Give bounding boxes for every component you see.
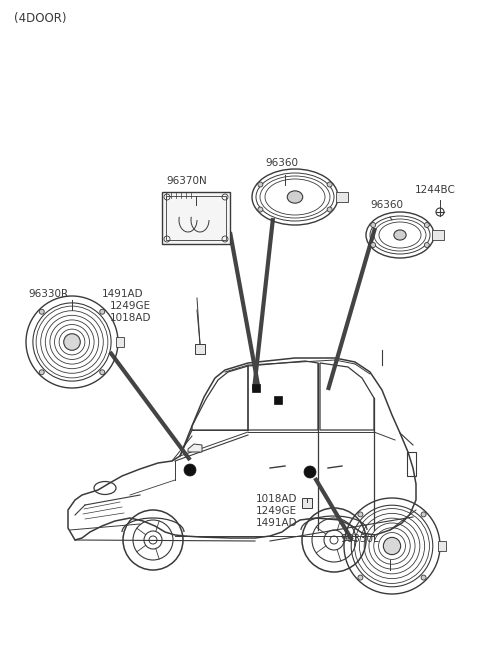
Text: 1249GE: 1249GE	[256, 506, 297, 516]
Circle shape	[327, 182, 332, 187]
Bar	[162, 192, 230, 244]
Circle shape	[39, 309, 44, 314]
Circle shape	[258, 182, 263, 187]
Circle shape	[258, 207, 263, 212]
Bar	[302, 498, 312, 508]
Circle shape	[100, 370, 105, 375]
Circle shape	[327, 207, 332, 212]
Circle shape	[304, 466, 316, 478]
Bar	[252, 384, 260, 392]
Bar	[116, 337, 124, 347]
Circle shape	[358, 575, 363, 580]
Circle shape	[64, 333, 80, 350]
Text: 1249GE: 1249GE	[110, 301, 151, 311]
Circle shape	[371, 242, 376, 248]
Text: 96330L: 96330L	[340, 534, 379, 544]
Bar	[432, 230, 444, 240]
Circle shape	[100, 309, 105, 314]
Circle shape	[421, 512, 426, 517]
Text: 96360: 96360	[265, 158, 298, 168]
Text: 96360: 96360	[370, 200, 403, 210]
Text: (4DOOR): (4DOOR)	[14, 12, 67, 25]
Bar	[195, 344, 205, 354]
Text: 1491AD: 1491AD	[102, 289, 144, 299]
Ellipse shape	[394, 230, 406, 240]
Ellipse shape	[287, 191, 303, 203]
Circle shape	[371, 223, 376, 227]
Text: 1018AD: 1018AD	[110, 313, 152, 323]
Bar	[438, 541, 446, 551]
Text: 96330R: 96330R	[28, 289, 68, 299]
Bar	[336, 192, 348, 202]
Bar	[407, 452, 416, 476]
Bar	[166, 196, 226, 240]
Text: 1018AD: 1018AD	[256, 494, 298, 504]
Circle shape	[39, 370, 44, 375]
Polygon shape	[188, 444, 202, 452]
Circle shape	[424, 223, 429, 227]
Text: 1491AD: 1491AD	[256, 518, 298, 528]
Circle shape	[424, 242, 429, 248]
Circle shape	[358, 512, 363, 517]
Circle shape	[421, 575, 426, 580]
Circle shape	[384, 537, 401, 555]
Text: 1244BC: 1244BC	[415, 185, 456, 195]
Bar	[274, 396, 282, 404]
Text: 96370N: 96370N	[166, 176, 207, 186]
Circle shape	[184, 464, 196, 476]
